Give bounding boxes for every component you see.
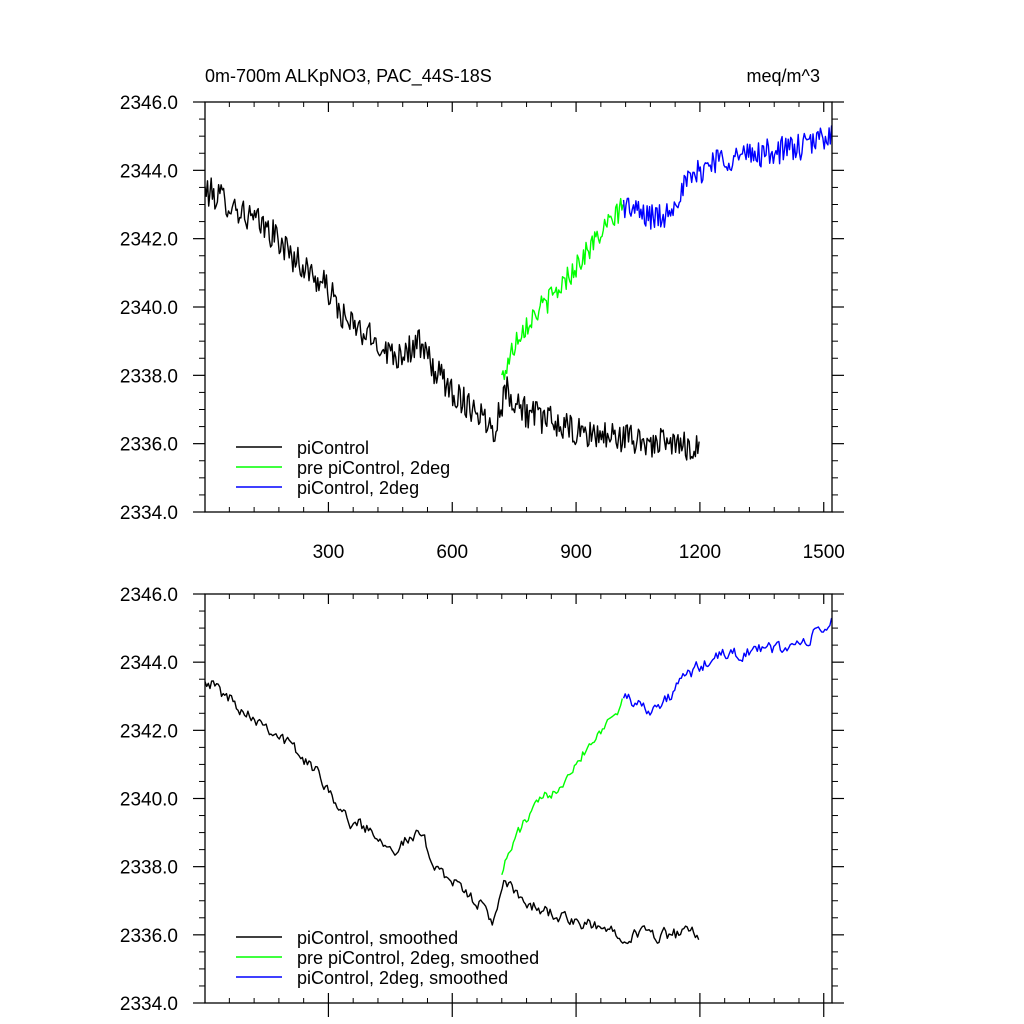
y-tick-label: 2334.0: [120, 994, 178, 1015]
x-tick-label: 1500: [803, 542, 845, 563]
legend-label: piControl, 2deg, smoothed: [297, 968, 508, 988]
x-tick-label: 900: [560, 542, 592, 563]
y-tick-label: 2342.0: [120, 721, 178, 742]
legend-label: pre piControl, 2deg, smoothed: [297, 948, 539, 968]
x-tick-label: 600: [436, 542, 468, 563]
y-tick-label: 2340.0: [120, 790, 178, 811]
y-tick-label: 2340.0: [120, 298, 178, 319]
x-tick-label: 300: [313, 542, 345, 563]
chart-units: meq/m^3: [747, 66, 820, 86]
y-tick-label: 2338.0: [120, 366, 178, 387]
series-line-1: [204, 177, 700, 461]
y-tick-label: 2338.0: [120, 858, 178, 879]
y-tick-label: 2344.0: [120, 161, 178, 182]
y-tick-label: 2336.0: [120, 926, 178, 947]
legend-label: piControl, smoothed: [297, 928, 458, 948]
y-tick-label: 2344.0: [120, 653, 178, 674]
y-tick-label: 2334.0: [120, 503, 178, 524]
series-line-2: [501, 197, 624, 381]
chart-title: 0m-700m ALKpNO3, PAC_44S-18S: [205, 66, 492, 87]
y-tick-label: 2346.0: [120, 585, 178, 606]
series-line-1: [204, 680, 700, 945]
y-tick-label: 2346.0: [120, 93, 178, 114]
legend-label: piControl, 2deg: [297, 478, 419, 498]
legend-label: pre piControl, 2deg: [297, 458, 450, 478]
y-tick-label: 2336.0: [120, 435, 178, 456]
x-tick-label: 1200: [679, 542, 721, 563]
series-line-3: [622, 125, 833, 230]
top-panel: 300 600 900 1200 1500 2334.0 2336.0 2338.0 2340.…: [120, 66, 845, 563]
bottom-panel: 2334.0 2336.0 2338.0 2340.0 2342.0 2344.0 2346…: [120, 585, 844, 1017]
y-tick-label: 2342.0: [120, 230, 178, 251]
series-line-2: [501, 698, 623, 876]
series-line-3: [622, 617, 833, 716]
legend-label: piControl: [297, 438, 369, 458]
